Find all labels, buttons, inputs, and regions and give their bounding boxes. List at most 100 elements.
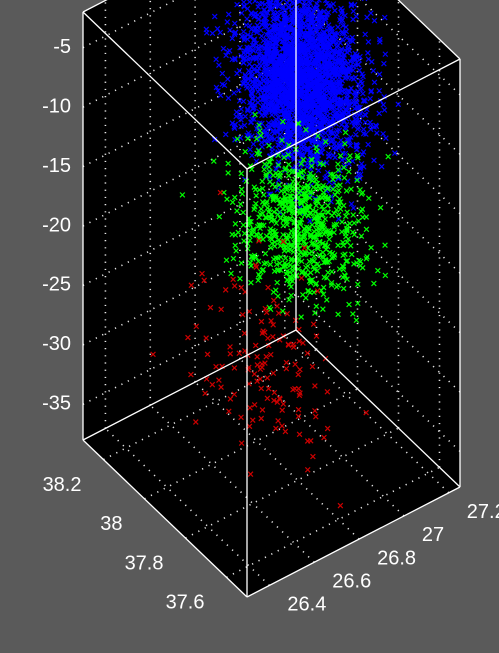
data-point	[238, 414, 244, 421]
data-point	[353, 317, 360, 324]
data-point	[227, 396, 234, 402]
data-point	[351, 220, 357, 226]
data-point	[257, 27, 264, 34]
data-point	[297, 81, 303, 88]
data-point	[209, 30, 216, 37]
data-point	[275, 418, 281, 424]
data-point	[309, 363, 316, 370]
data-point	[235, 87, 242, 94]
data-point	[259, 199, 266, 205]
data-point	[333, 62, 340, 69]
y-tick-label: 37.8	[125, 552, 164, 574]
data-point	[243, 22, 250, 28]
data-point	[307, 115, 314, 122]
data-point	[275, 293, 281, 299]
data-point	[193, 323, 200, 330]
data-point	[352, 131, 359, 138]
data-point	[344, 222, 351, 228]
data-point	[320, 212, 326, 218]
data-point	[354, 177, 360, 184]
data-point	[252, 342, 259, 349]
data-point	[227, 344, 233, 350]
data-point	[261, 77, 268, 84]
data-point	[325, 52, 332, 58]
data-point	[267, 261, 274, 268]
data-point	[285, 90, 292, 96]
data-point	[322, 17, 329, 23]
data-point	[279, 5, 286, 12]
data-point	[263, 214, 270, 221]
data-point	[281, 248, 288, 254]
data-point	[258, 33, 265, 39]
data-point	[295, 246, 302, 252]
data-point	[301, 231, 307, 237]
data-point	[285, 232, 292, 239]
data-point	[322, 29, 328, 36]
data-point	[323, 297, 330, 303]
data-point	[299, 76, 306, 83]
data-point	[299, 42, 306, 49]
data-point	[322, 36, 329, 42]
data-point	[331, 48, 338, 55]
data-point	[304, 466, 311, 473]
data-point	[279, 407, 286, 413]
data-point	[344, 276, 350, 283]
data-point	[252, 0, 258, 4]
data-point	[283, 184, 290, 191]
data-point	[346, 69, 352, 76]
data-point	[284, 70, 291, 77]
data-point	[304, 67, 311, 74]
data-point	[284, 310, 291, 317]
data-point	[216, 62, 222, 68]
data-point	[315, 156, 322, 162]
data-point	[339, 263, 346, 269]
data-point	[254, 29, 260, 36]
data-point	[336, 143, 343, 149]
data-point	[267, 169, 273, 175]
data-point	[345, 41, 352, 48]
data-point	[395, 101, 402, 108]
data-point	[276, 200, 283, 206]
data-point	[255, 277, 262, 284]
data-point	[338, 48, 344, 54]
z-tick-label: -30	[42, 333, 71, 355]
data-point	[381, 107, 388, 113]
data-point	[255, 46, 262, 53]
data-point	[282, 199, 289, 206]
data-point	[256, 151, 263, 158]
data-point	[264, 335, 271, 341]
data-point	[321, 59, 328, 66]
data-point	[311, 258, 317, 265]
data-point	[240, 80, 247, 87]
data-point	[271, 46, 277, 52]
data-point	[280, 118, 286, 125]
data-point	[222, 287, 229, 293]
data-point	[216, 213, 223, 220]
data-point	[250, 141, 257, 147]
data-point	[361, 97, 367, 103]
data-point	[211, 136, 218, 143]
data-point	[259, 120, 265, 127]
data-point	[275, 162, 282, 168]
data-point	[270, 53, 277, 59]
data-point	[254, 223, 261, 230]
data-point	[310, 173, 317, 179]
data-point	[150, 351, 156, 358]
data-point	[381, 60, 387, 67]
data-point	[278, 108, 285, 115]
data-point	[256, 273, 263, 280]
data-point	[301, 238, 308, 245]
data-point	[242, 77, 248, 83]
data-point	[215, 88, 221, 94]
data-point	[264, 205, 271, 211]
y-tick-label: 38.2	[43, 474, 82, 496]
data-point	[299, 91, 306, 98]
data-point	[267, 99, 274, 106]
data-point	[246, 423, 253, 430]
data-point	[315, 243, 321, 250]
data-point	[316, 238, 323, 245]
data-point	[331, 252, 338, 258]
data-point	[278, 60, 285, 67]
data-point	[289, 55, 295, 62]
data-point	[328, 103, 335, 110]
